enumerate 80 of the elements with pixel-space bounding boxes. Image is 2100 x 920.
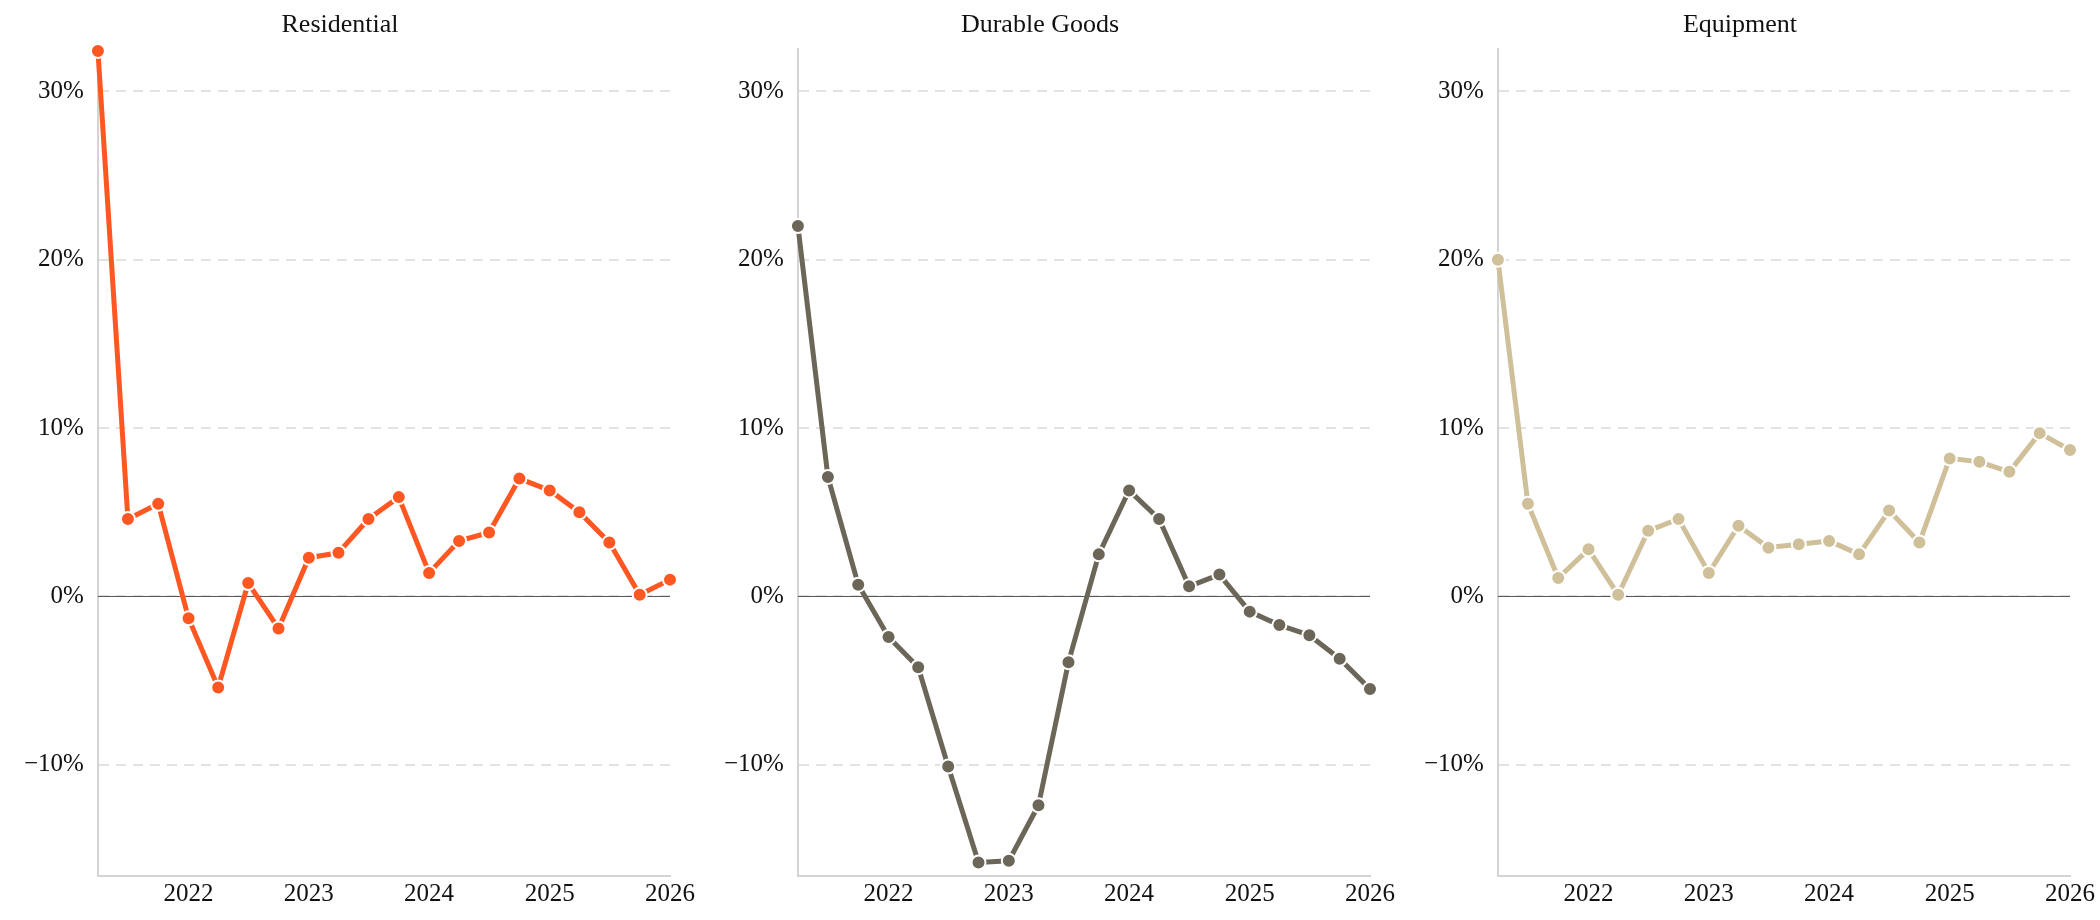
y-tick-label: 10% [738, 412, 784, 440]
y-tick-label: 20% [38, 244, 84, 272]
point [1851, 546, 1868, 563]
point [1301, 627, 1318, 644]
point [1610, 586, 1627, 603]
point [1000, 852, 1017, 869]
y-tick-label: 30% [738, 75, 784, 103]
y-tick-label: 20% [1438, 244, 1484, 272]
point [360, 511, 377, 528]
point [150, 495, 167, 512]
point [662, 571, 678, 588]
point [180, 610, 197, 627]
x-tick-label: 2022 [863, 878, 914, 906]
point [1580, 541, 1597, 558]
point [541, 482, 558, 499]
point [850, 576, 867, 593]
point [270, 620, 287, 637]
point [880, 628, 897, 645]
point [1060, 654, 1077, 671]
point [1730, 517, 1747, 534]
y-tick-label: 30% [38, 75, 84, 103]
point [1331, 650, 1348, 667]
x-tick-label: 2022 [1563, 878, 1614, 906]
point [1881, 502, 1898, 519]
point [1700, 564, 1717, 581]
x-tick-label: 2022 [163, 878, 214, 906]
point [1941, 450, 1958, 467]
point [1670, 511, 1687, 528]
point [940, 758, 957, 775]
point [1211, 566, 1228, 583]
chart-title: Equipment [1682, 9, 1798, 39]
x-tick-label: 2026 [2045, 878, 2095, 906]
x-tick-label: 2024 [404, 878, 455, 906]
point [210, 679, 227, 696]
x-tick-label: 2023 [283, 878, 334, 906]
point [910, 659, 927, 676]
point [1971, 453, 1988, 470]
point [300, 549, 317, 566]
chart-title: Residential [281, 9, 399, 39]
point [1181, 578, 1198, 595]
point [601, 534, 618, 551]
point [2031, 425, 2048, 442]
point [1090, 546, 1107, 563]
y-tick-label: 30% [1438, 75, 1484, 103]
x-tick-label: 2026 [645, 878, 695, 906]
point [1550, 569, 1567, 586]
point [421, 564, 438, 581]
x-tick-label: 2025 [1924, 878, 1975, 906]
y-tick-label: 0% [1450, 581, 1484, 609]
y-tick-label: 0% [50, 581, 84, 609]
y-tick-label: −10% [1423, 749, 1484, 777]
y-tick-label: 10% [38, 412, 84, 440]
y-tick-label: 10% [1438, 412, 1484, 440]
x-tick-label: 2025 [524, 878, 575, 906]
point [1911, 534, 1928, 551]
x-tick-label: 2024 [1804, 878, 1855, 906]
x-tick-label: 2025 [1224, 878, 1275, 906]
chart-title: Durable Goods [960, 9, 1120, 39]
point [390, 489, 407, 506]
y-tick-label: 0% [750, 581, 784, 609]
x-tick-label: 2023 [983, 878, 1034, 906]
point [1640, 522, 1657, 539]
point [330, 544, 347, 561]
x-tick-label: 2023 [1683, 878, 1734, 906]
point [1121, 482, 1138, 499]
point [1760, 539, 1777, 556]
point [1241, 603, 1258, 620]
point [511, 470, 528, 487]
point [970, 854, 987, 871]
x-tick-label: 2026 [1345, 878, 1395, 906]
point [1790, 536, 1807, 553]
point [2001, 463, 2018, 480]
point [1030, 797, 1047, 814]
x-tick-label: 2024 [1104, 878, 1155, 906]
y-tick-label: 20% [738, 244, 784, 272]
point [571, 504, 588, 521]
point [240, 575, 257, 591]
y-tick-label: −10% [23, 749, 84, 777]
point [631, 586, 648, 603]
y-tick-label: −10% [723, 749, 784, 777]
